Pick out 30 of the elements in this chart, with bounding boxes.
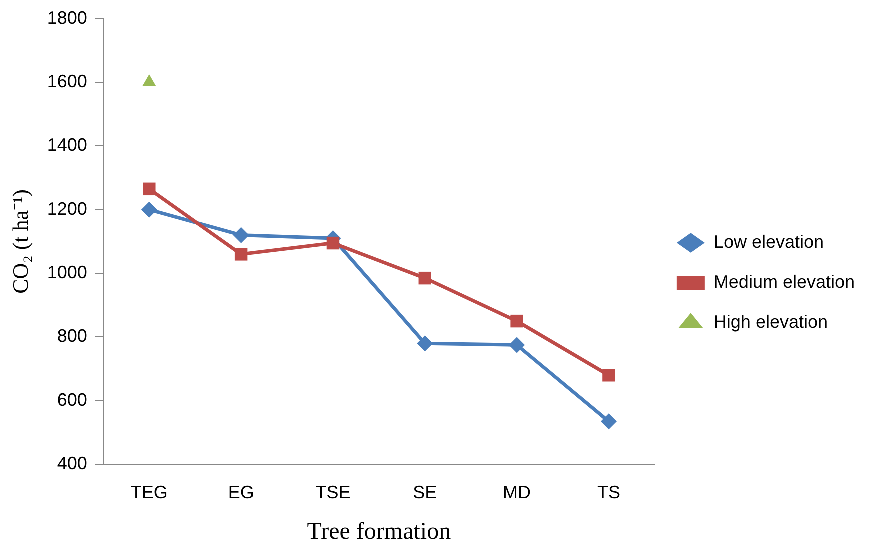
x-axis-title: Tree formation [307, 518, 452, 545]
point [602, 369, 616, 382]
point [326, 236, 340, 250]
legend-label: Medium elevation [714, 272, 856, 292]
point [509, 337, 526, 354]
point [143, 182, 156, 196]
x-tick-label: TSE [316, 482, 351, 502]
legend-label: High elevation [714, 312, 828, 332]
y-tick-label: 1600 [47, 71, 88, 92]
x-tick-label: TS [597, 482, 620, 502]
y-tick-label: 600 [57, 390, 88, 410]
x-tick-label: EG [228, 482, 254, 502]
y-axis-title: CO₂ (t ha⁻¹) [8, 190, 33, 294]
point [233, 227, 250, 244]
x-tick-label: TEG [130, 482, 168, 502]
point [510, 314, 524, 328]
point [141, 202, 158, 218]
point [418, 272, 432, 285]
legend-label: Low elevation [714, 232, 824, 252]
point [234, 248, 248, 261]
point [417, 336, 434, 352]
x-tick-label: MD [503, 482, 532, 502]
point [600, 414, 617, 430]
y-tick-label: 1400 [47, 135, 88, 156]
y-tick-label: 800 [57, 326, 88, 346]
y-tick-label: 1200 [47, 198, 88, 219]
x-tick-label: SE [413, 482, 438, 502]
y-tick-label: 1000 [47, 262, 88, 283]
y-tick-label: 1800 [47, 8, 88, 28]
y-tick-label: 400 [57, 454, 88, 474]
